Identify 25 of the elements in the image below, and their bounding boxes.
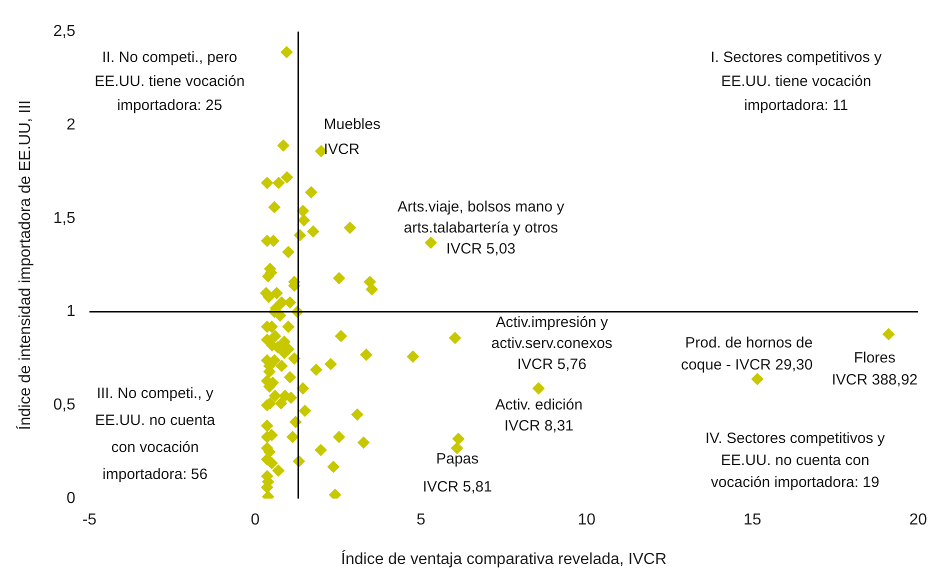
y-axis-title: Índice de intensidad importadora de EE.UU, III (16, 100, 34, 430)
x-axis-title: Índice de ventaja comparativa revelada, IVCR (341, 550, 667, 568)
x-tick-label: 0 (250, 512, 260, 529)
x-tick-label: 15 (743, 512, 762, 529)
y-tick-label: 1,5 (53, 210, 76, 227)
annotation: Prod. de hornos de coque - IVCR 29,30 (680, 334, 813, 374)
annotation: Muebles IVCR (324, 116, 380, 158)
y-tick-label: 0,5 (53, 396, 76, 414)
x-tick-label: 5 (416, 512, 426, 529)
y-tick-label: 1 (66, 303, 76, 320)
annotation: Activ.impresión y activ.serv.conexos IVCR 5,76 (491, 314, 612, 374)
y-tick-label: 0 (66, 490, 76, 508)
x-tick-label: 10 (578, 512, 596, 529)
x-tick-label: -5 (82, 512, 97, 529)
annotation: Activ. edición IVCR 8,31 (495, 396, 583, 434)
annotation: I. Sectores competitivos y EE.UU. tiene vocación importadora: 11 (710, 48, 882, 114)
y-tick-label: 2,5 (53, 23, 76, 40)
annotation: II. No competi., pero EE.UU. tiene vocación importadora: 25 (94, 48, 245, 114)
annotation: III. No competi., y EE.UU. no cuenta con vocación importadora: 56 (95, 385, 216, 484)
annotation: Arts.viaje, bolsos mano y arts.talabartería y otros IVCR 5,03 (398, 198, 565, 258)
y-tick-label: 2 (66, 116, 76, 134)
annotation: Papas IVCR 5,81 (422, 450, 492, 496)
x-tick-label: 20 (909, 512, 928, 529)
annotation: IV. Sectores competitivos y EE.UU. no cuenta con vocación importadora: 19 (705, 430, 886, 491)
annotation: Flores IVCR 388,92 (832, 350, 918, 389)
